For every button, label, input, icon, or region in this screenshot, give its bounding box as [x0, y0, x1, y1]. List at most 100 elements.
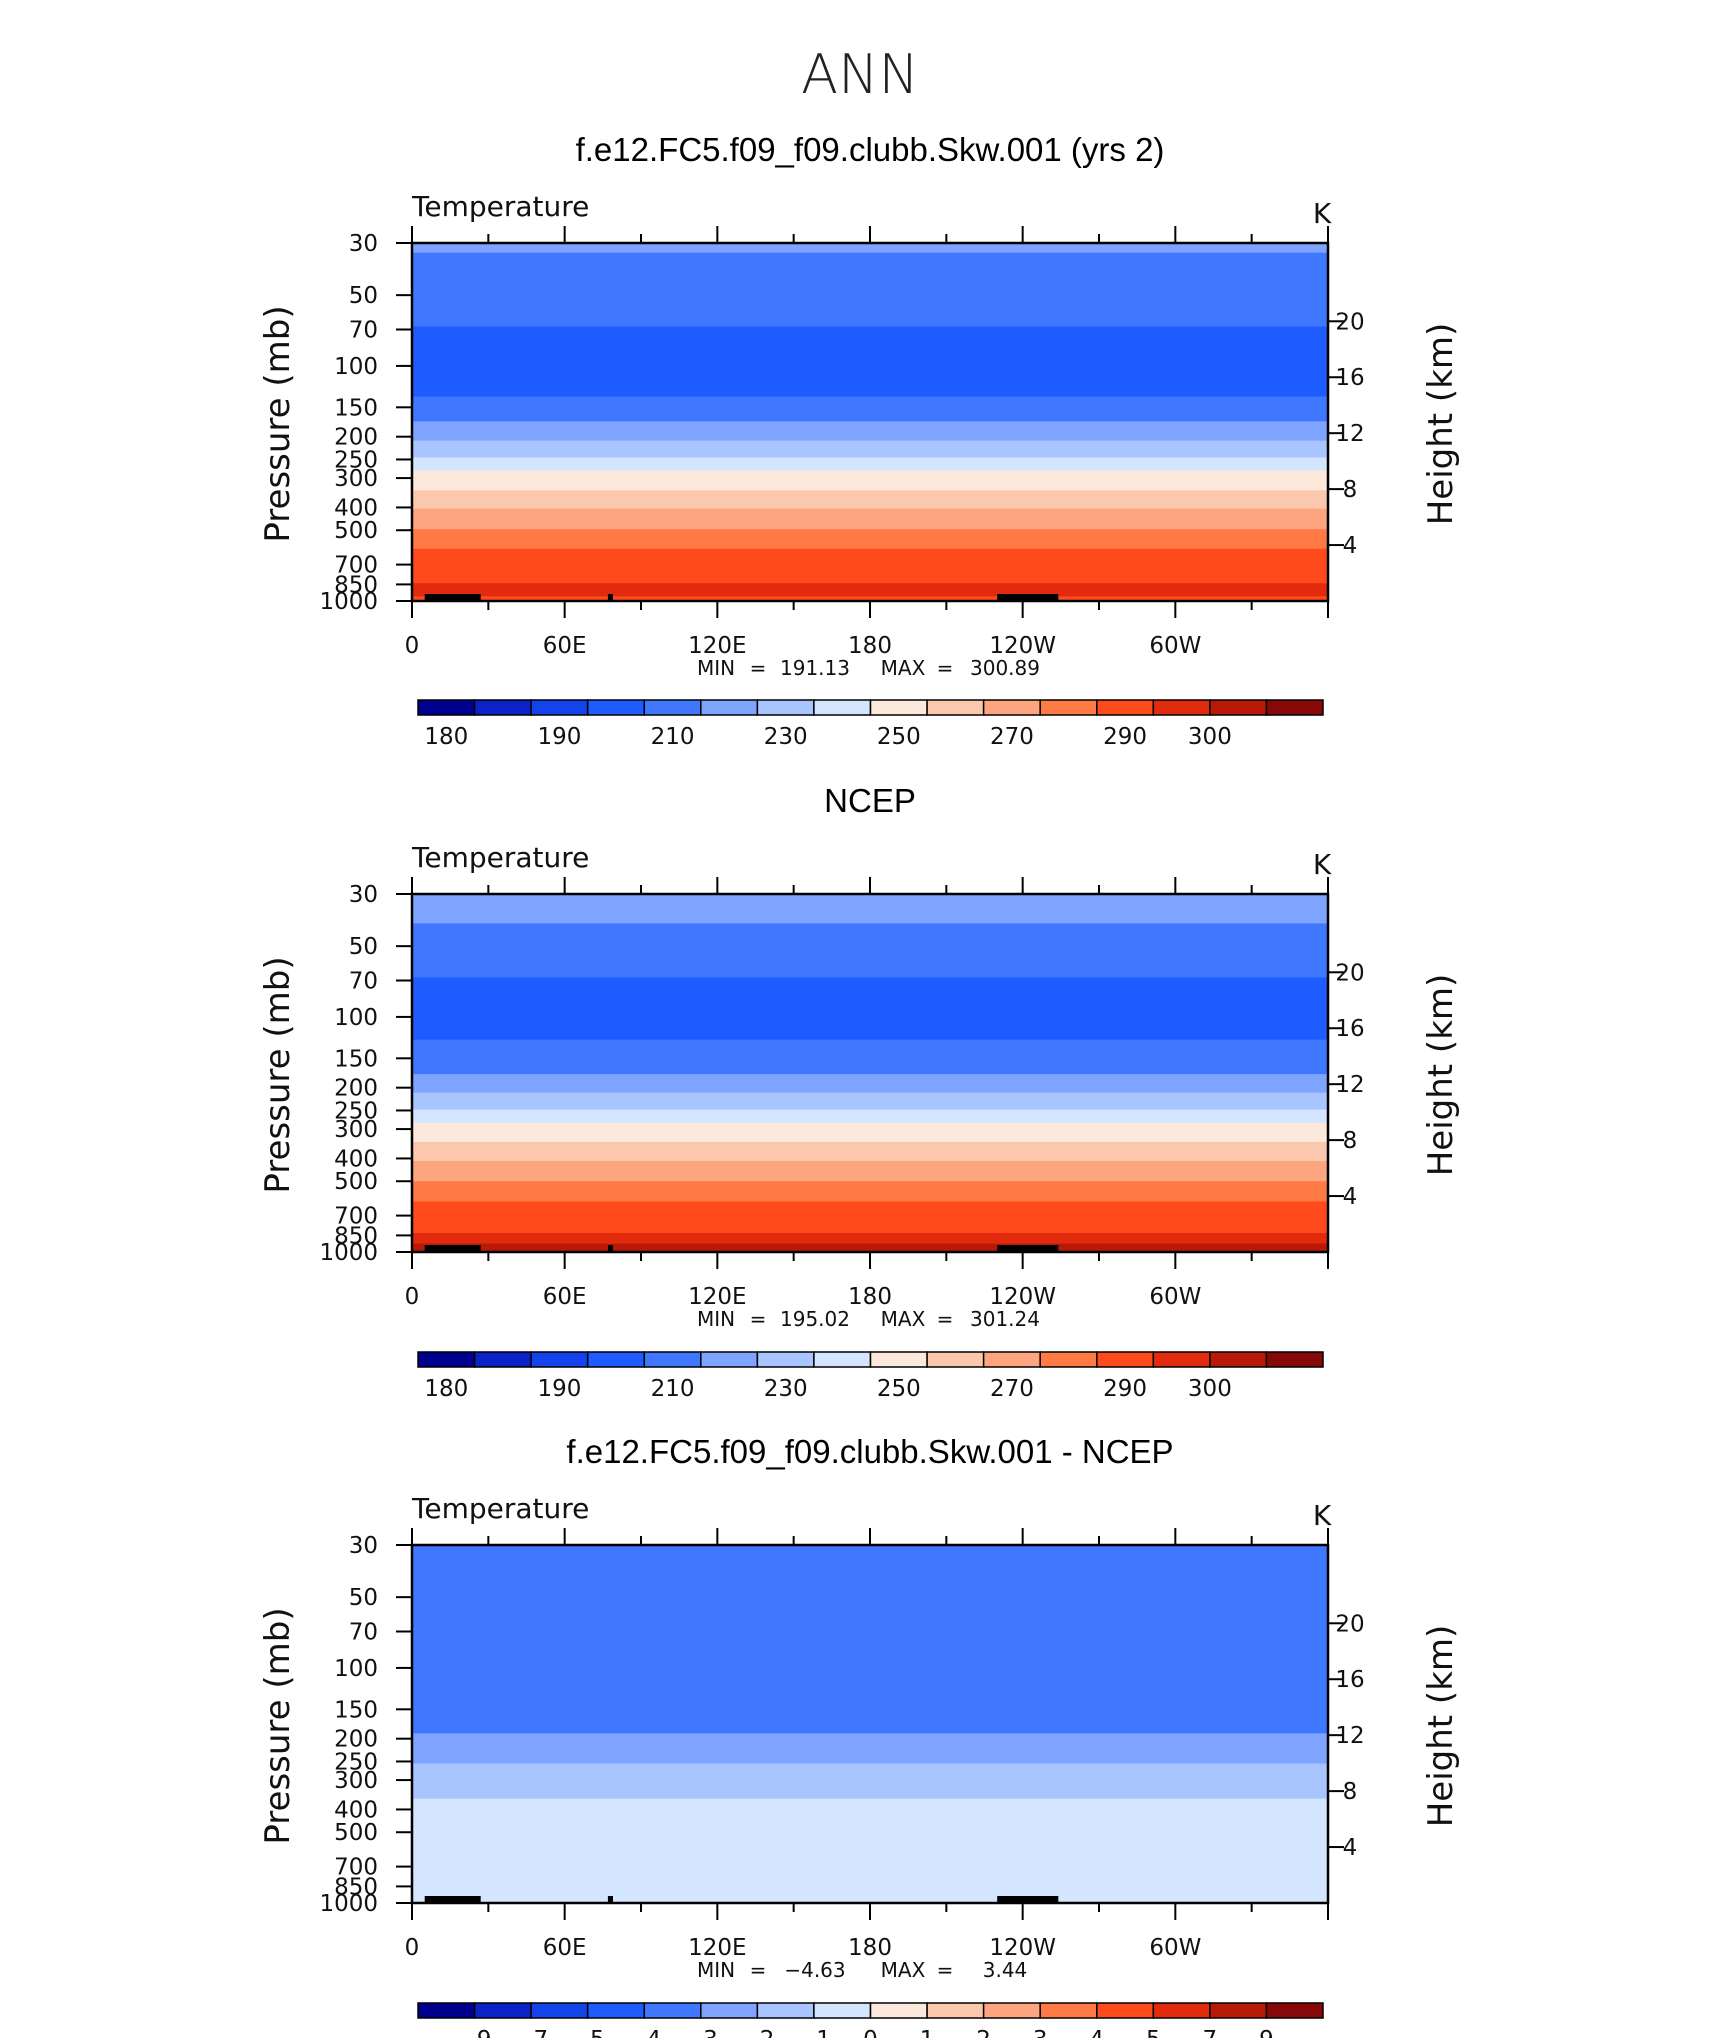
- contour-band: [412, 243, 1328, 254]
- colorbar-swatch: [473, 1351, 532, 1368]
- min-value: 191.13: [780, 656, 850, 680]
- colorbar-label: 250: [877, 724, 921, 750]
- y-right-tick-label: 12: [1335, 1723, 1364, 1749]
- y-axis-label: Pressure (mb): [258, 305, 298, 542]
- x-axis: 0 60E 120E 180 120W 60W: [405, 877, 1329, 1310]
- x-tick-label: 180: [848, 1284, 892, 1310]
- units-label: K: [1313, 848, 1332, 881]
- colorbar-swatch: [643, 2002, 702, 2019]
- terrain-block: [607, 594, 613, 601]
- colorbar-swatch: [756, 1351, 815, 1368]
- y-tick-label: 200: [334, 1076, 378, 1102]
- y-tick-label: 500: [334, 1169, 378, 1195]
- colorbar-label: 180: [424, 724, 468, 750]
- colorbar-swatch: [530, 2002, 589, 2019]
- y-tick-label: 50: [349, 1585, 378, 1611]
- y-right-tick-label: 8: [1343, 1779, 1358, 1805]
- contour-band: [412, 252, 1328, 328]
- x-tick-label: 120E: [688, 633, 746, 659]
- colorbar-label: 1: [920, 2027, 935, 2038]
- x-axis: 0 60E 120E 180 120W 60W: [405, 226, 1329, 659]
- colorbar-swatch: [700, 699, 759, 716]
- terrain-block: [462, 1896, 481, 1903]
- y-right-tick-label: 16: [1335, 1667, 1364, 1693]
- colorbar-swatch: [643, 699, 702, 716]
- colorbar-label: 5: [1146, 2027, 1161, 2038]
- y-tick-label: 1000: [319, 1240, 378, 1266]
- y-axis-right: 20 16 12 8 4 Height (km): [1328, 1611, 1461, 1861]
- colorbar-label: 9: [1259, 2027, 1274, 2038]
- terrain-block: [997, 1245, 1059, 1252]
- y-right-axis-label: Height (km): [1421, 323, 1461, 526]
- topography: [424, 1896, 1059, 1903]
- contour-band: [412, 1122, 1328, 1143]
- y-axis-label: Pressure (mb): [258, 1607, 298, 1844]
- y-tick-label: 500: [334, 518, 378, 544]
- contour-band: [412, 1545, 1328, 1734]
- colorbar-label: 270: [990, 724, 1034, 750]
- min-max-stats: MIN = 191.13 MAX = 300.89: [697, 656, 1040, 680]
- y-tick-label: 700: [334, 1855, 378, 1881]
- y-tick-label: 300: [334, 466, 378, 492]
- colorbar-label: 190: [537, 1376, 581, 1402]
- y-tick-label: 250: [334, 447, 378, 473]
- y-right-tick-label: 16: [1335, 1016, 1364, 1042]
- y-right-tick-label: 8: [1343, 1128, 1358, 1154]
- colorbar-swatch: [1152, 699, 1211, 716]
- colorbar-label: 290: [1103, 724, 1147, 750]
- colorbar-swatch: [982, 1351, 1041, 1368]
- colorbar: 180 190 210 230 250 270 290 300: [417, 1351, 1324, 1402]
- max-label: MAX: [881, 656, 926, 680]
- colorbar-swatch: [982, 2002, 1041, 2019]
- colorbar-swatch: [700, 2002, 759, 2019]
- contour-band: [412, 596, 1328, 602]
- colorbar-swatch: [417, 1351, 476, 1368]
- panels: f.e12.FC5.f09_f09.clubb.Skw.001 (yrs 2) T…: [258, 131, 1461, 2038]
- panel-title: f.e12.FC5.f09_f09.clubb.Skw.001 - NCEP: [566, 1433, 1173, 1470]
- max-label: MAX: [881, 1958, 926, 1982]
- contour-band: [412, 977, 1328, 1041]
- terrain-block: [462, 594, 481, 601]
- y-axis-right: 20 16 12 8 4 Height (km): [1328, 309, 1461, 559]
- colorbar-label: −5: [571, 2027, 605, 2038]
- y-tick-label: 300: [334, 1768, 378, 1794]
- colorbar-swatch: [1265, 1351, 1324, 1368]
- y-tick-label: 150: [334, 1046, 378, 1072]
- y-tick-label: 100: [334, 1005, 378, 1031]
- colorbar-swatch: [1039, 699, 1098, 716]
- contour-band: [412, 1074, 1328, 1094]
- colorbar-label: 180: [424, 1376, 468, 1402]
- chart-panel-3: f.e12.FC5.f09_f09.clubb.Skw.001 - NCEP Te…: [258, 1433, 1461, 2038]
- contour-band: [412, 1733, 1328, 1764]
- y-tick-label: 30: [349, 231, 378, 257]
- colorbar-swatch: [530, 1351, 589, 1368]
- x-tick-label: 120W: [989, 1935, 1056, 1961]
- x-axis: 0 60E 120E 180 120W 60W: [405, 1528, 1329, 1961]
- x-tick-label: 0: [405, 1935, 420, 1961]
- y-tick-label: 500: [334, 1820, 378, 1846]
- y-right-axis-label: Height (km): [1421, 974, 1461, 1177]
- colorbar-label: 270: [990, 1376, 1034, 1402]
- y-right-axis-label: Height (km): [1421, 1625, 1461, 1828]
- y-tick-label: 850: [334, 572, 378, 598]
- terrain-block: [424, 1245, 473, 1252]
- colorbar-swatch: [1096, 2002, 1155, 2019]
- contour-band: [412, 396, 1328, 422]
- colorbar-swatch: [417, 2002, 476, 2019]
- colorbar-label: 4: [1089, 2027, 1104, 2038]
- terrain-block: [997, 1896, 1059, 1903]
- contour-band: [412, 1201, 1328, 1234]
- contour-band: [412, 457, 1328, 471]
- colorbar-swatch: [586, 1351, 646, 1368]
- colorbar: −9 −7 −5 −4 −3 −2 −1 0 1 2 3 4 5 7 9: [417, 2002, 1324, 2038]
- contour-band: [412, 1109, 1328, 1124]
- y-right-tick-label: 8: [1343, 477, 1358, 503]
- max-label: MAX: [881, 1307, 926, 1331]
- contour-band: [412, 326, 1328, 398]
- colorbar-swatch: [586, 699, 646, 716]
- colorbar-swatch: [1039, 2002, 1098, 2019]
- y-tick-label: 250: [334, 1098, 378, 1124]
- colorbar-swatch: [473, 2002, 532, 2019]
- y-tick-label: 100: [334, 1656, 378, 1682]
